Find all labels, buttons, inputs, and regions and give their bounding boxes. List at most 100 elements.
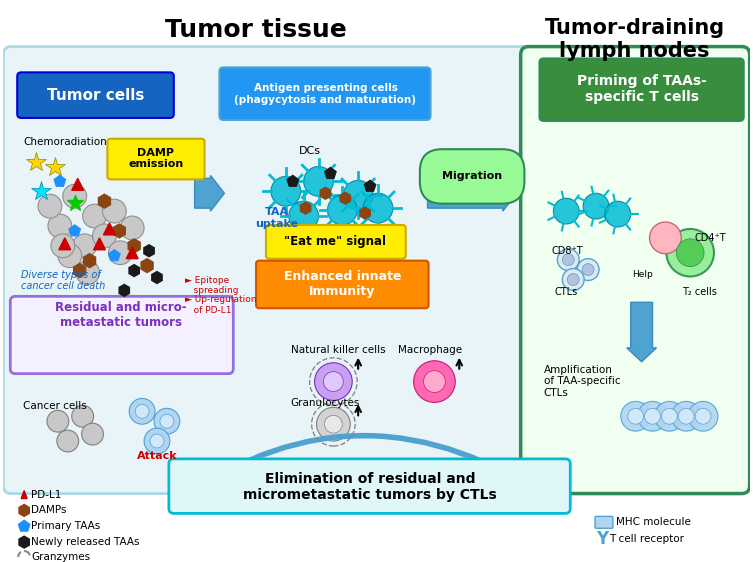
Text: CD4⁺T: CD4⁺T xyxy=(694,233,726,243)
Circle shape xyxy=(47,410,69,432)
Text: Enhanced innate
Immunity: Enhanced innate Immunity xyxy=(284,270,401,298)
Circle shape xyxy=(130,398,155,424)
Text: Attack: Attack xyxy=(136,451,177,461)
Circle shape xyxy=(325,415,343,433)
Circle shape xyxy=(108,241,133,265)
Circle shape xyxy=(363,193,393,223)
Text: PD-L1: PD-L1 xyxy=(31,490,62,500)
FancyBboxPatch shape xyxy=(540,58,744,121)
Text: T cell receptor: T cell receptor xyxy=(609,534,684,544)
Text: Priming of TAAs-
specific T cells: Priming of TAAs- specific T cells xyxy=(577,74,706,105)
FancyBboxPatch shape xyxy=(17,72,174,118)
Text: Amplification
of TAA-specific
CTLs: Amplification of TAA-specific CTLs xyxy=(544,365,620,398)
FancyBboxPatch shape xyxy=(3,47,629,493)
FancyArrow shape xyxy=(194,175,224,211)
Circle shape xyxy=(316,407,350,441)
Circle shape xyxy=(605,201,631,227)
Circle shape xyxy=(83,204,106,228)
Circle shape xyxy=(324,371,343,392)
Circle shape xyxy=(676,239,704,266)
Circle shape xyxy=(628,409,644,424)
Circle shape xyxy=(57,430,78,452)
FancyBboxPatch shape xyxy=(11,296,233,374)
Polygon shape xyxy=(21,491,27,498)
Text: Primary TAAs: Primary TAAs xyxy=(31,522,100,531)
Text: Granzymes: Granzymes xyxy=(31,552,90,562)
Circle shape xyxy=(38,194,62,218)
FancyBboxPatch shape xyxy=(219,67,431,120)
Text: Help: Help xyxy=(633,270,653,279)
Text: Chemoradiation: Chemoradiation xyxy=(23,137,107,147)
Circle shape xyxy=(557,249,579,270)
Text: Cancer cells: Cancer cells xyxy=(23,401,87,411)
FancyArrowPatch shape xyxy=(181,436,554,502)
Circle shape xyxy=(144,428,170,454)
Text: Tumor tissue: Tumor tissue xyxy=(165,18,347,42)
Circle shape xyxy=(343,180,373,210)
Circle shape xyxy=(160,414,174,428)
Polygon shape xyxy=(59,238,71,250)
FancyArrow shape xyxy=(428,175,517,211)
Circle shape xyxy=(102,199,127,223)
Text: Macrophage: Macrophage xyxy=(398,345,462,355)
Circle shape xyxy=(73,234,96,258)
Circle shape xyxy=(620,401,651,431)
Polygon shape xyxy=(127,247,138,259)
Circle shape xyxy=(136,405,149,418)
FancyBboxPatch shape xyxy=(256,261,428,308)
Text: CD8⁺T: CD8⁺T xyxy=(551,246,583,256)
Circle shape xyxy=(271,176,300,206)
Text: "Eat me" signal: "Eat me" signal xyxy=(285,235,386,248)
Text: Y: Y xyxy=(596,530,608,548)
Circle shape xyxy=(72,405,93,427)
Text: CTLs: CTLs xyxy=(554,287,578,297)
Circle shape xyxy=(76,261,99,284)
Circle shape xyxy=(315,362,352,400)
FancyBboxPatch shape xyxy=(595,516,613,528)
Text: DAMPs: DAMPs xyxy=(31,505,66,515)
Text: Granulocytes: Granulocytes xyxy=(291,398,360,409)
Circle shape xyxy=(553,198,579,224)
Circle shape xyxy=(654,401,684,431)
Circle shape xyxy=(424,371,445,392)
Circle shape xyxy=(154,409,180,434)
Text: T₂ cells: T₂ cells xyxy=(682,287,717,297)
Circle shape xyxy=(303,166,334,196)
Circle shape xyxy=(150,434,164,448)
Text: TAA
uptake: TAA uptake xyxy=(255,207,298,229)
Circle shape xyxy=(583,193,609,219)
Circle shape xyxy=(645,409,660,424)
Polygon shape xyxy=(72,178,84,191)
Circle shape xyxy=(58,244,81,268)
Polygon shape xyxy=(93,238,105,250)
Text: ► Up-regulation
   of PD-L1: ► Up-regulation of PD-L1 xyxy=(184,296,256,315)
Circle shape xyxy=(672,401,701,431)
Circle shape xyxy=(62,184,87,208)
Circle shape xyxy=(51,234,75,258)
Circle shape xyxy=(650,222,681,253)
Circle shape xyxy=(562,269,584,291)
Circle shape xyxy=(48,214,72,238)
Text: MHC molecule: MHC molecule xyxy=(616,517,691,527)
Circle shape xyxy=(413,361,456,402)
FancyArrow shape xyxy=(626,302,657,362)
Circle shape xyxy=(120,216,144,240)
Text: Elimination of residual and
micrometastatic tumors by CTLs: Elimination of residual and micrometasta… xyxy=(243,472,497,502)
Circle shape xyxy=(578,259,599,280)
Text: DCs: DCs xyxy=(299,146,321,156)
Text: Antigen presenting cells
(phagycytosis and maturation): Antigen presenting cells (phagycytosis a… xyxy=(234,83,416,105)
FancyBboxPatch shape xyxy=(521,47,750,493)
Text: ► Epitope
   spreading: ► Epitope spreading xyxy=(184,275,238,295)
Text: Newly released TAAs: Newly released TAAs xyxy=(31,537,139,547)
Text: Residual and micro-
metastatic tumors: Residual and micro- metastatic tumors xyxy=(56,301,187,329)
Circle shape xyxy=(289,201,319,231)
Circle shape xyxy=(567,274,579,285)
Text: DAMP
emission: DAMP emission xyxy=(128,148,184,169)
Circle shape xyxy=(582,264,594,275)
Circle shape xyxy=(81,423,103,445)
FancyBboxPatch shape xyxy=(108,139,205,179)
FancyBboxPatch shape xyxy=(266,225,406,259)
Circle shape xyxy=(688,401,718,431)
Circle shape xyxy=(328,195,357,225)
Circle shape xyxy=(678,409,694,424)
